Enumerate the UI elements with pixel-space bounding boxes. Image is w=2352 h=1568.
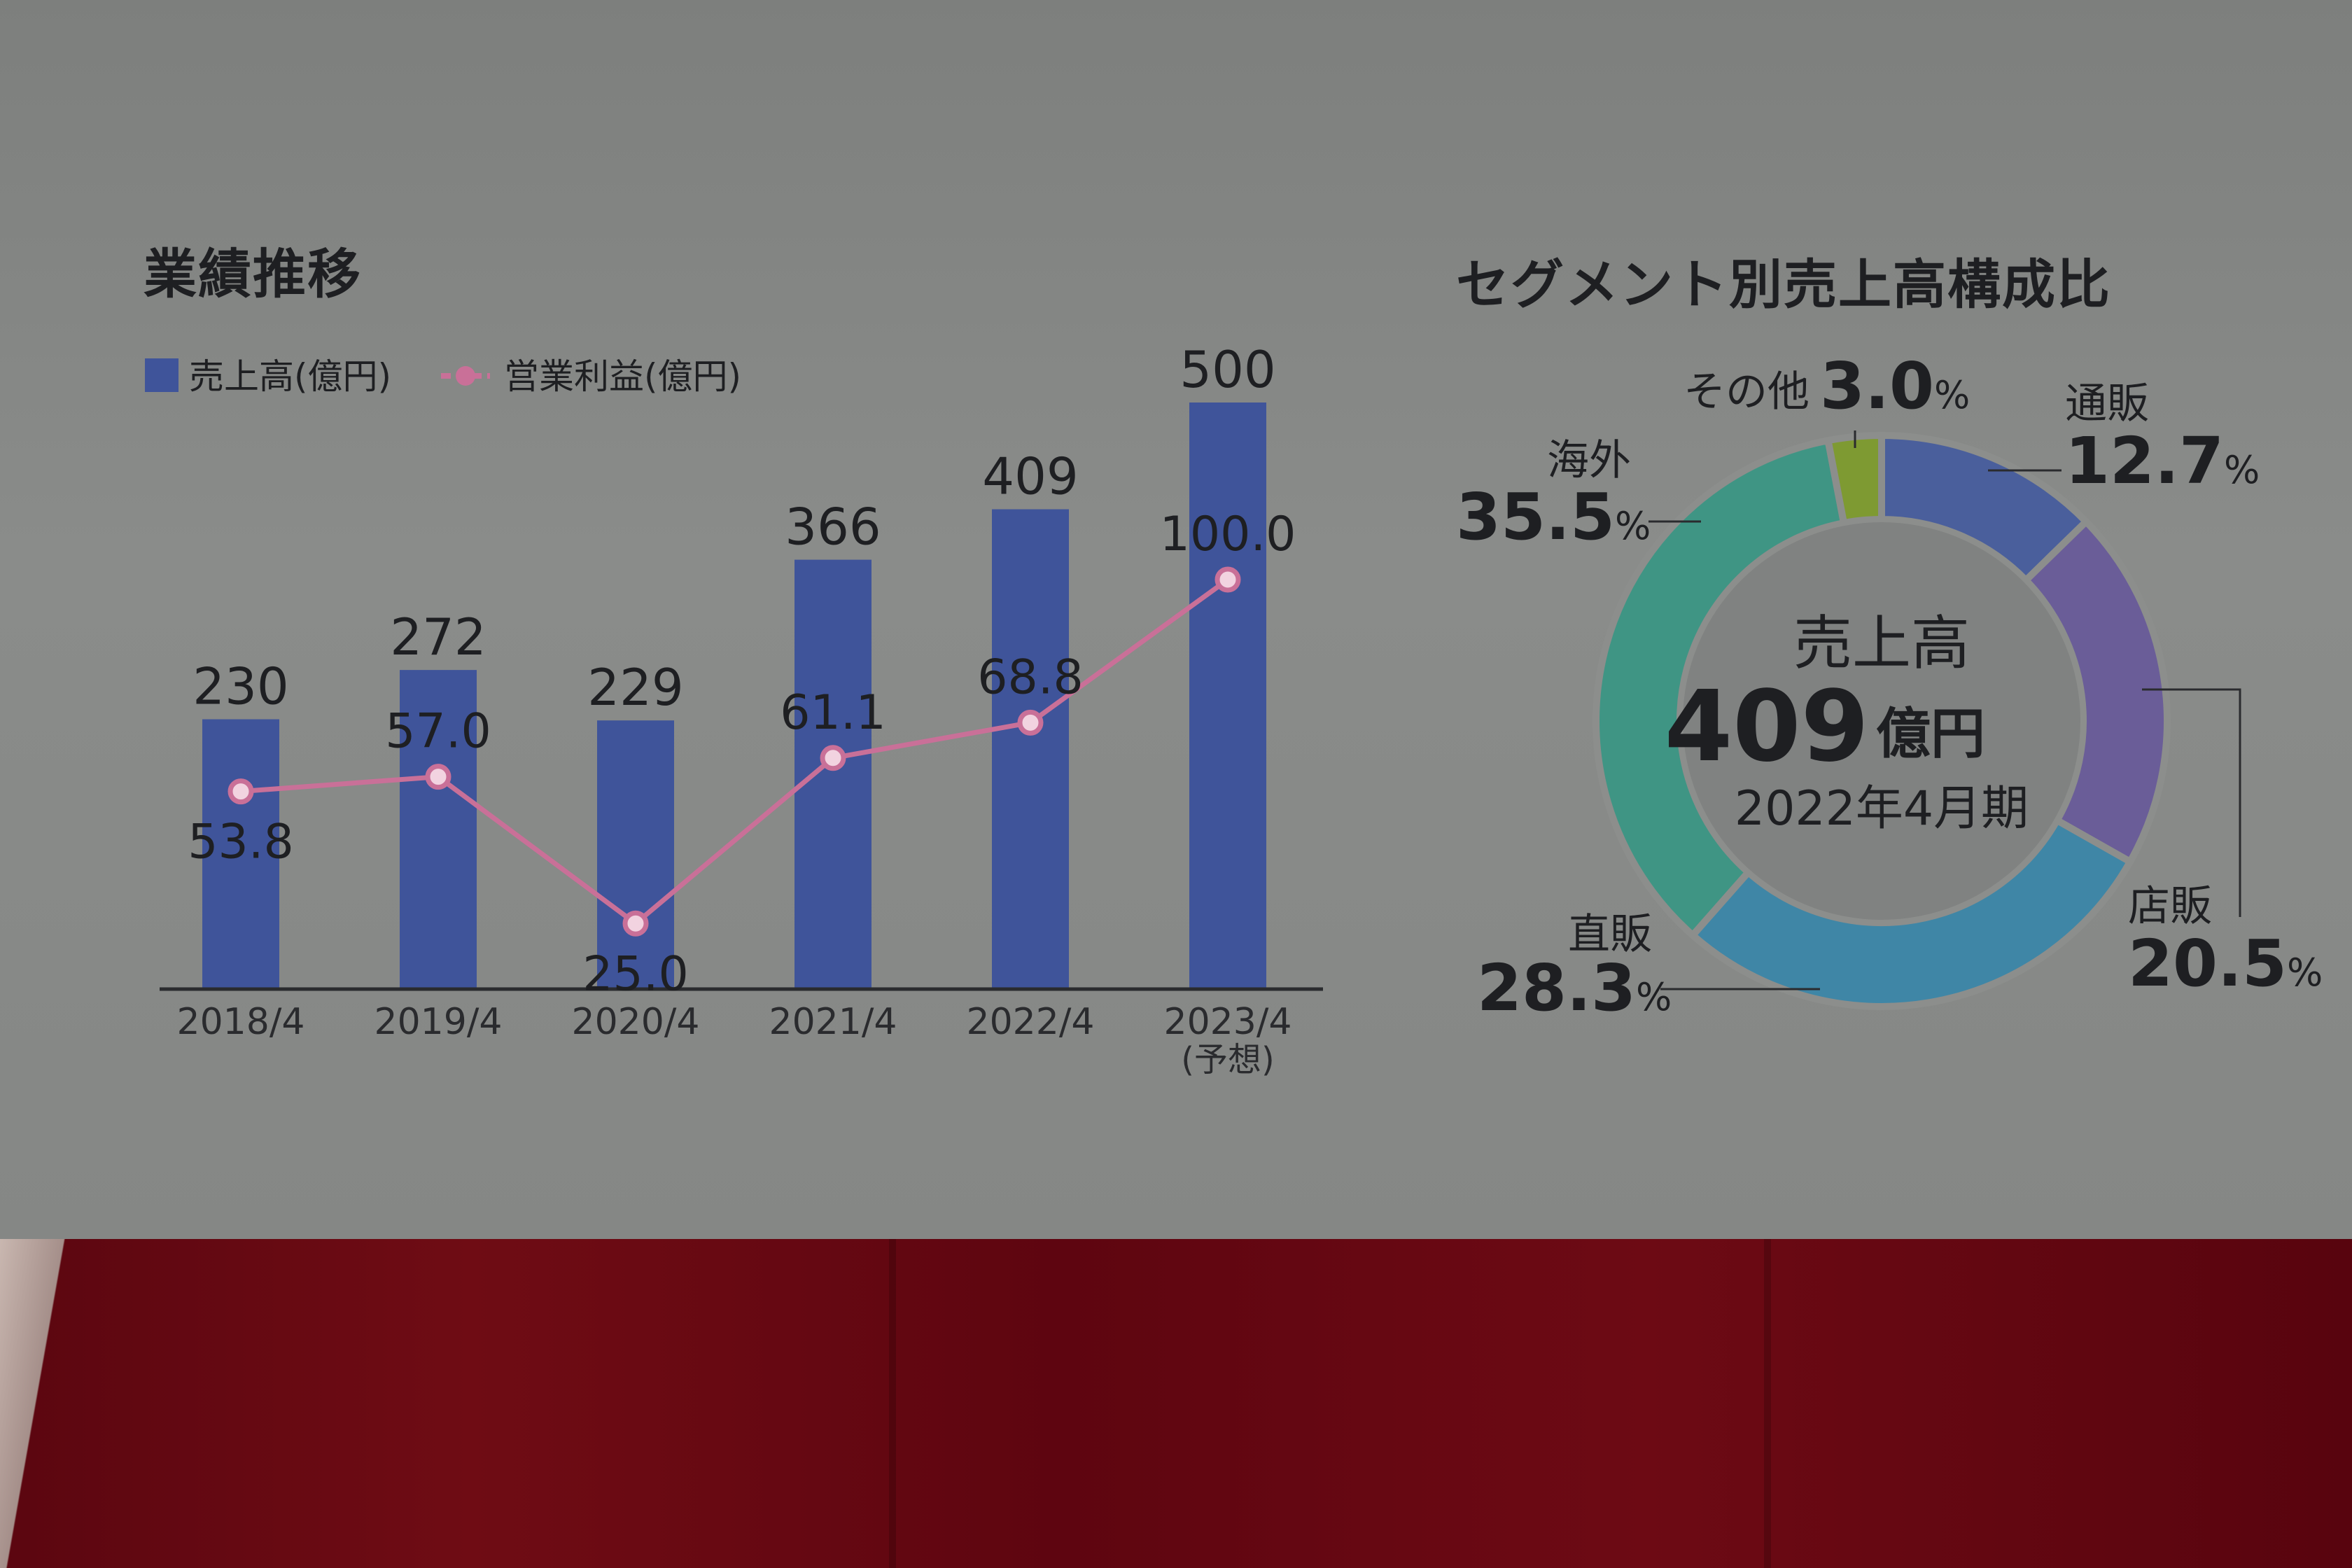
donut-center-label: 売上高	[1793, 609, 1970, 678]
slice-name-label: その他	[1684, 368, 1809, 416]
slice-percent-label: 3.0%	[1820, 349, 1970, 424]
sales-value-label: 500	[1180, 340, 1275, 399]
profit-point	[820, 745, 846, 771]
red-curtain	[0, 1239, 2352, 1568]
donut-slice	[2021, 517, 2171, 867]
profit-point	[425, 764, 451, 790]
profit-point	[1017, 709, 1044, 736]
curtain-fold	[889, 1239, 896, 1568]
bars-layer	[202, 402, 1266, 989]
profit-value-label: 25.0	[582, 946, 688, 1002]
sales-value-label: 409	[982, 447, 1078, 506]
labels-layer: 230 2018/4 272 2019/4 229 2020/4 366 2021/4 409 2…	[177, 340, 1296, 1079]
slice-percent-label: 28.3%	[1477, 951, 1672, 1026]
donut-slice	[1823, 431, 1885, 527]
x-tick-label: 2021/4	[769, 1001, 897, 1043]
profit-value-label: 100.0	[1160, 507, 1296, 562]
donut-center-unit: 億円	[1876, 703, 1985, 766]
donut-slice	[1688, 816, 2135, 1010]
profit-line	[240, 578, 1230, 927]
curtain-edge	[0, 1239, 84, 1568]
sales-value-label: 230	[192, 657, 288, 716]
slice-percent-label: 12.7%	[2065, 424, 2260, 498]
donut-center-period: 2022年4月期	[1735, 781, 2029, 836]
profit-point	[622, 910, 649, 937]
x-tick-label: 2018/4	[177, 1001, 305, 1043]
slice-percent-label: 35.5%	[1456, 479, 1651, 554]
curtain-fold	[1764, 1239, 1771, 1568]
profit-line-layer	[227, 566, 1241, 937]
x-tick-label: 2023/4	[1164, 1001, 1292, 1043]
sales-bar	[597, 720, 674, 989]
profit-point	[227, 778, 254, 805]
sales-bar	[992, 509, 1069, 989]
slice-name-label: 通販	[2065, 379, 2149, 428]
sales-value-label: 272	[390, 608, 486, 666]
slice-percent-label: 20.5%	[2128, 926, 2323, 1001]
profit-value-label: 61.1	[780, 685, 886, 741]
donut-hole	[1683, 522, 2080, 920]
x-tick-label: 2019/4	[374, 1001, 503, 1043]
legend-profit-marker	[456, 366, 475, 386]
callout-leader	[2142, 688, 2241, 917]
slice-name-label: 海外	[1547, 436, 1631, 485]
sales-bar	[1189, 402, 1266, 989]
legend-profit-label: 営業利益(億円)	[504, 356, 741, 397]
x-tick-label: 2020/4	[572, 1001, 700, 1043]
donut-slice	[1592, 436, 1848, 941]
sales-bar	[794, 559, 872, 989]
legend-sales-label: 売上高(億円)	[189, 356, 391, 397]
slice-name-label: 直販	[1568, 910, 1652, 959]
slice-name-label: 店販	[2128, 882, 2212, 931]
sales-bar	[400, 670, 477, 989]
profit-value-label: 53.8	[188, 815, 293, 870]
legend-sales-swatch	[145, 358, 178, 392]
x-tick-label: 2022/4	[967, 1001, 1095, 1043]
profit-point	[1214, 566, 1241, 593]
performance-title: 業績推移	[144, 243, 362, 305]
profit-value-label: 57.0	[385, 704, 491, 760]
profit-value-label: 68.8	[977, 650, 1083, 705]
sales-bar	[202, 719, 279, 989]
x-tick-note: (予想)	[1181, 1040, 1274, 1079]
sales-value-label: 366	[785, 498, 881, 556]
donut-center-value: 409	[1665, 670, 1869, 784]
segment-title: セグメント別売上高構成比	[1456, 253, 2111, 316]
sales-value-label: 229	[587, 658, 683, 717]
